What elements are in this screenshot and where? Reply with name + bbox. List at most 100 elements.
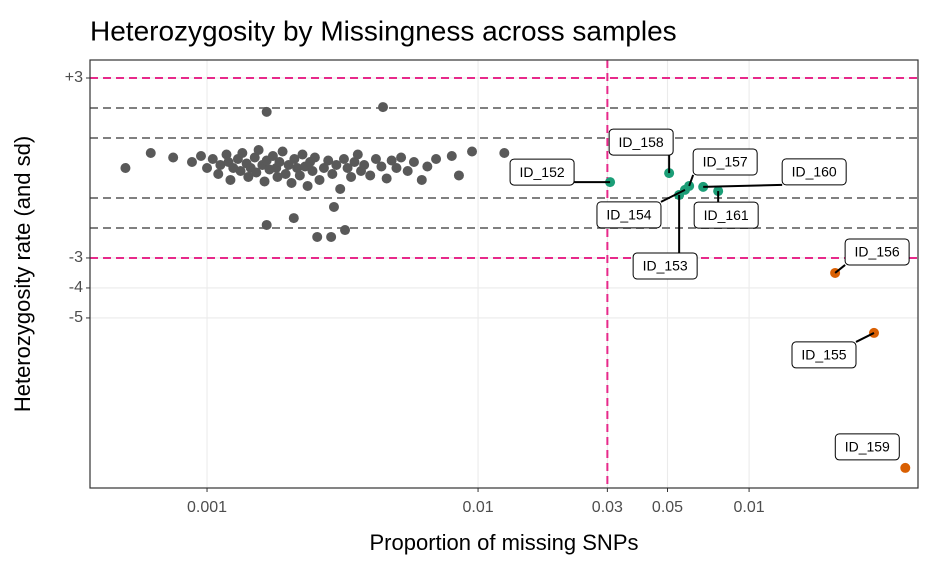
point-label: ID_157 <box>688 148 758 187</box>
point <box>215 159 226 170</box>
point <box>422 161 433 172</box>
point <box>261 219 272 230</box>
label-leader <box>688 174 695 187</box>
point <box>900 462 911 473</box>
point <box>267 150 278 161</box>
label-text: ID_152 <box>520 164 565 180</box>
point <box>309 152 320 163</box>
point <box>391 162 402 173</box>
point-label: ID_153 <box>632 194 698 280</box>
point <box>274 156 285 167</box>
label-box <box>596 201 662 229</box>
point <box>499 147 510 158</box>
point <box>335 183 346 194</box>
label-box <box>692 148 758 176</box>
point <box>259 176 270 187</box>
point <box>294 170 305 181</box>
point <box>352 149 363 160</box>
point <box>272 171 283 182</box>
y-tick-label: -4 <box>69 279 83 296</box>
point <box>302 180 313 191</box>
point <box>331 159 342 170</box>
point <box>416 174 427 185</box>
label-text: ID_160 <box>792 164 837 180</box>
label-text: ID_155 <box>801 347 846 363</box>
y-tick-label: -5 <box>69 309 83 326</box>
point <box>213 168 224 179</box>
point <box>280 168 291 179</box>
point <box>168 152 179 163</box>
label-leader <box>660 188 686 203</box>
point <box>307 165 318 176</box>
point <box>346 171 357 182</box>
point <box>288 213 299 224</box>
label-box <box>834 433 900 461</box>
point <box>370 153 381 164</box>
x-tick-label: 0.001 <box>187 499 227 516</box>
point <box>249 152 260 163</box>
point <box>318 162 329 173</box>
point <box>225 174 236 185</box>
point <box>381 173 392 184</box>
label-box <box>608 128 674 156</box>
point <box>378 102 389 113</box>
point <box>349 156 360 167</box>
point <box>376 161 387 172</box>
point <box>195 150 206 161</box>
point <box>453 170 464 181</box>
y-tick-label: +3 <box>65 69 83 86</box>
label-text: ID_157 <box>703 154 748 170</box>
point <box>342 162 353 173</box>
point <box>237 147 248 158</box>
point <box>446 150 457 161</box>
chart-title: Heterozygosity by Missingness across sam… <box>90 15 677 46</box>
label-text: ID_159 <box>845 439 890 455</box>
point-label: ID_158 <box>608 128 674 174</box>
label-leader <box>834 264 846 274</box>
x-axis-label: Proportion of missing SNPs <box>370 530 639 555</box>
point <box>314 174 325 185</box>
y-axis-label: Heterozygosity rate (and sd) <box>10 136 35 412</box>
point-label: ID_156 <box>834 238 910 274</box>
point <box>202 162 213 173</box>
x-tick-label: 0.03 <box>592 499 623 516</box>
label-box <box>509 158 575 186</box>
label-text: ID_161 <box>704 207 749 223</box>
point <box>253 144 264 155</box>
point-label: ID_159 <box>834 433 900 461</box>
point <box>431 153 442 164</box>
point <box>286 177 297 188</box>
point <box>338 153 349 164</box>
label-box <box>844 238 910 266</box>
label-text: ID_153 <box>643 258 688 274</box>
point <box>243 171 254 182</box>
label-box <box>781 158 847 186</box>
point <box>289 153 300 164</box>
x-tick-label: 0.01 <box>462 499 493 516</box>
label-box <box>791 341 857 369</box>
point <box>467 146 478 157</box>
point-label: ID_154 <box>596 188 686 229</box>
point-label: ID_152 <box>509 158 611 186</box>
point <box>402 165 413 176</box>
point <box>145 147 156 158</box>
point <box>328 201 339 212</box>
point-label: ID_155 <box>791 332 875 369</box>
point <box>340 225 351 236</box>
point <box>327 168 338 179</box>
point <box>261 106 272 117</box>
point <box>365 170 376 181</box>
point <box>297 149 308 160</box>
point <box>408 156 419 167</box>
point <box>312 231 323 242</box>
label-text: ID_158 <box>619 134 664 150</box>
point <box>323 155 334 166</box>
y-tick-label: -3 <box>69 249 83 266</box>
x-tick-label: 0.05 <box>652 499 683 516</box>
panel-border <box>89 59 919 489</box>
label-box <box>632 252 698 280</box>
point <box>120 162 131 173</box>
point <box>277 146 288 157</box>
point <box>186 156 197 167</box>
